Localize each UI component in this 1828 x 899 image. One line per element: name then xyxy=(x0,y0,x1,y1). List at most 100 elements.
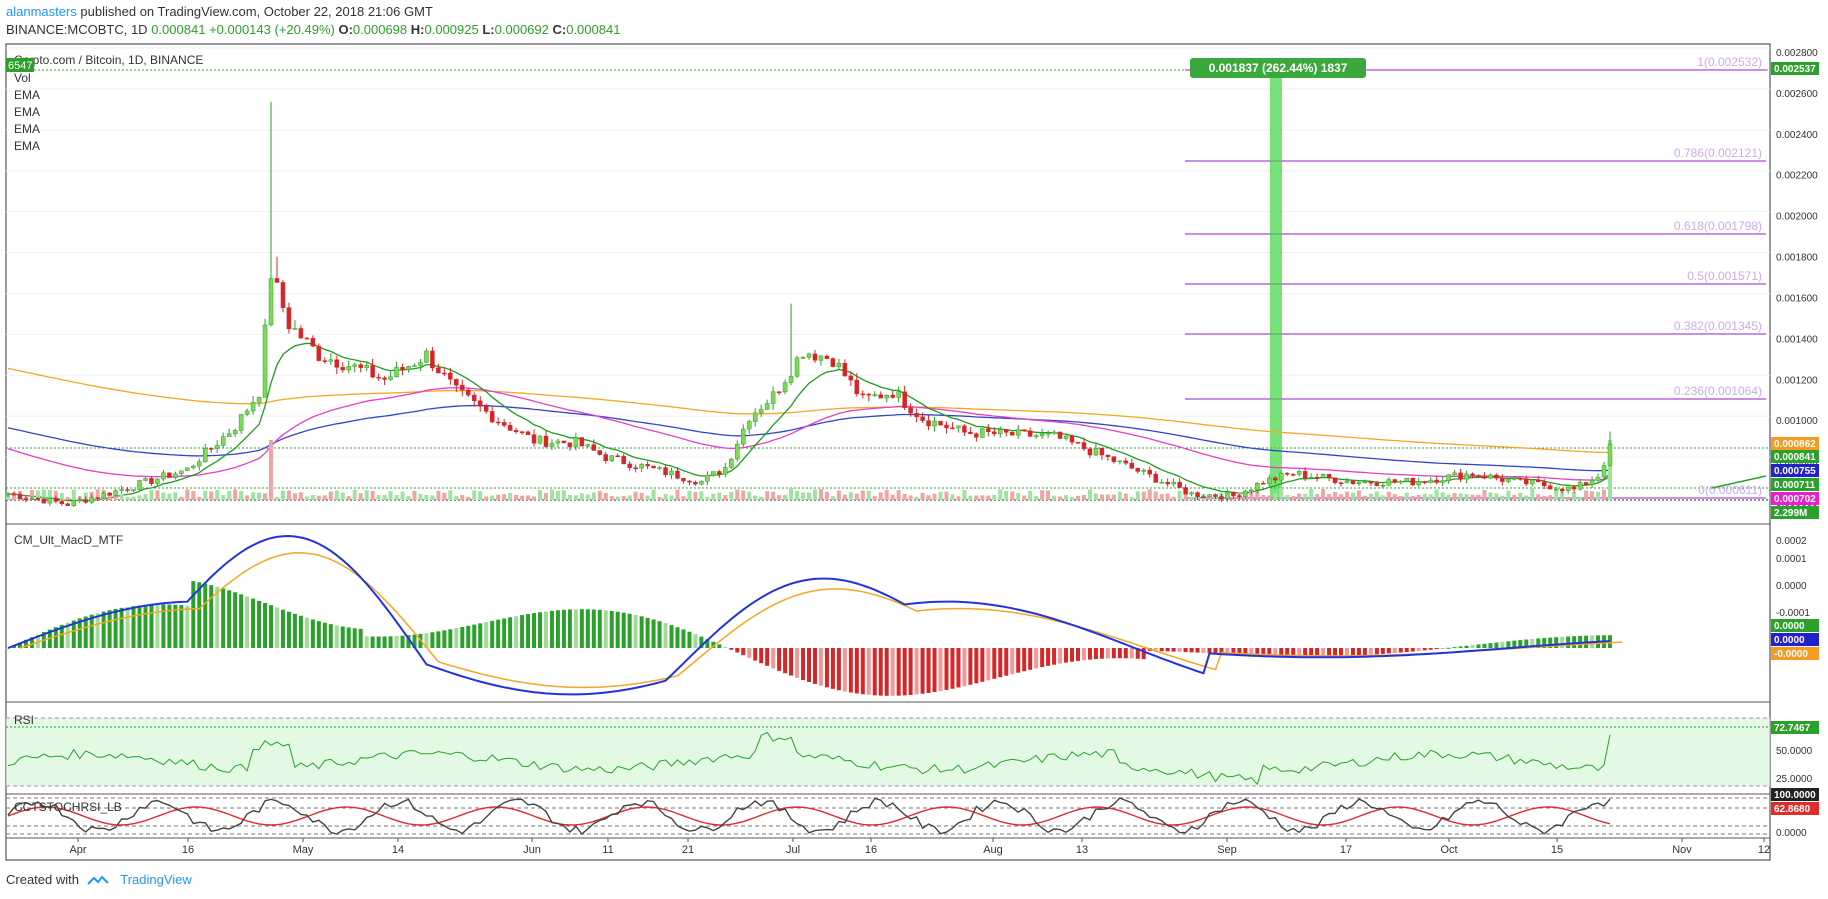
candle[interactable] xyxy=(328,359,334,362)
candle[interactable] xyxy=(1338,482,1344,484)
candle[interactable] xyxy=(884,394,889,399)
candle[interactable] xyxy=(466,389,471,396)
candle[interactable] xyxy=(711,471,716,476)
candle[interactable] xyxy=(424,350,429,363)
candle[interactable] xyxy=(1332,477,1338,483)
candle[interactable] xyxy=(1440,480,1445,483)
candle[interactable] xyxy=(1195,492,1200,497)
candle[interactable] xyxy=(298,328,304,339)
candle[interactable] xyxy=(310,337,316,347)
candle[interactable] xyxy=(95,497,100,499)
candle[interactable] xyxy=(119,489,124,491)
candle[interactable] xyxy=(250,402,256,412)
candle[interactable] xyxy=(83,499,88,503)
candle[interactable] xyxy=(334,359,340,368)
candle[interactable] xyxy=(161,472,166,480)
candle[interactable] xyxy=(214,445,220,449)
candle[interactable] xyxy=(185,467,190,472)
candle[interactable] xyxy=(944,424,949,429)
candle[interactable] xyxy=(914,412,919,418)
candle[interactable] xyxy=(501,422,507,426)
candle[interactable] xyxy=(705,474,710,482)
candle[interactable] xyxy=(561,440,567,444)
candle[interactable] xyxy=(693,481,698,485)
candle[interactable] xyxy=(304,337,310,340)
candle[interactable] xyxy=(1081,442,1087,450)
candle[interactable] xyxy=(137,480,142,490)
candle[interactable] xyxy=(1386,479,1392,486)
candle[interactable] xyxy=(866,393,872,396)
candle[interactable] xyxy=(1123,460,1129,464)
candle[interactable] xyxy=(1530,479,1535,485)
candle[interactable] xyxy=(1553,488,1559,491)
candle[interactable] xyxy=(543,435,549,447)
candle[interactable] xyxy=(454,378,459,386)
candle[interactable] xyxy=(507,425,513,431)
candle[interactable] xyxy=(1243,490,1248,497)
candle[interactable] xyxy=(591,444,597,451)
candle[interactable] xyxy=(854,379,860,395)
candle[interactable] xyxy=(519,431,525,433)
candle[interactable] xyxy=(418,362,423,366)
candle[interactable] xyxy=(406,366,411,370)
candle[interactable] xyxy=(681,478,686,482)
candle[interactable] xyxy=(1261,482,1266,485)
candle[interactable] xyxy=(657,467,662,469)
candle[interactable] xyxy=(633,467,638,469)
candle[interactable] xyxy=(1225,491,1230,500)
candle[interactable] xyxy=(1607,444,1613,466)
candle[interactable] xyxy=(47,498,53,504)
candle[interactable] xyxy=(71,500,77,506)
candle[interactable] xyxy=(477,400,483,407)
candle[interactable] xyxy=(430,350,435,369)
candle[interactable] xyxy=(1559,488,1565,491)
candle[interactable] xyxy=(758,409,764,414)
candle[interactable] xyxy=(89,497,94,503)
candle[interactable] xyxy=(1512,478,1517,480)
candle[interactable] xyxy=(155,478,160,484)
price-axis[interactable]: 0.002800 0.002600 0.002400 0.002200 0.002000… xyxy=(1771,48,1819,839)
candle[interactable] xyxy=(1488,474,1493,479)
candle[interactable] xyxy=(956,425,961,429)
candle[interactable] xyxy=(908,407,913,414)
candle[interactable] xyxy=(268,278,274,326)
candle[interactable] xyxy=(1069,435,1075,443)
candle[interactable] xyxy=(1470,473,1475,476)
candle[interactable] xyxy=(1571,486,1577,490)
candle[interactable] xyxy=(824,355,830,359)
candle[interactable] xyxy=(1583,482,1589,485)
candle[interactable] xyxy=(1027,430,1033,437)
candle[interactable] xyxy=(830,358,836,367)
candle[interactable] xyxy=(143,478,148,481)
candle[interactable] xyxy=(1428,479,1433,483)
candle[interactable] xyxy=(1141,469,1146,472)
candle[interactable] xyxy=(818,355,824,361)
candle[interactable] xyxy=(1422,481,1427,483)
candle[interactable] xyxy=(740,428,746,445)
candle[interactable] xyxy=(902,391,907,408)
candle[interactable] xyxy=(1278,472,1284,481)
candle[interactable] xyxy=(1290,473,1296,476)
candle[interactable] xyxy=(1458,472,1463,480)
candle[interactable] xyxy=(675,470,680,479)
candle[interactable] xyxy=(938,420,943,426)
candle[interactable] xyxy=(812,353,818,361)
candle[interactable] xyxy=(376,376,381,379)
candle[interactable] xyxy=(1392,479,1398,483)
candle[interactable] xyxy=(806,353,812,358)
candle[interactable] xyxy=(567,442,573,448)
candle[interactable] xyxy=(1051,431,1057,434)
candle[interactable] xyxy=(1033,435,1039,438)
candle[interactable] xyxy=(382,377,387,380)
candle[interactable] xyxy=(388,376,393,380)
candle[interactable] xyxy=(472,394,477,401)
candle[interactable] xyxy=(1589,480,1595,485)
candle[interactable] xyxy=(238,414,244,431)
candle[interactable] xyxy=(687,480,692,483)
candle[interactable] xyxy=(1577,482,1583,490)
candle[interactable] xyxy=(1536,479,1541,483)
candle[interactable] xyxy=(717,471,722,475)
candle[interactable] xyxy=(776,391,782,394)
candle[interactable] xyxy=(770,391,776,404)
candle[interactable] xyxy=(525,431,531,435)
